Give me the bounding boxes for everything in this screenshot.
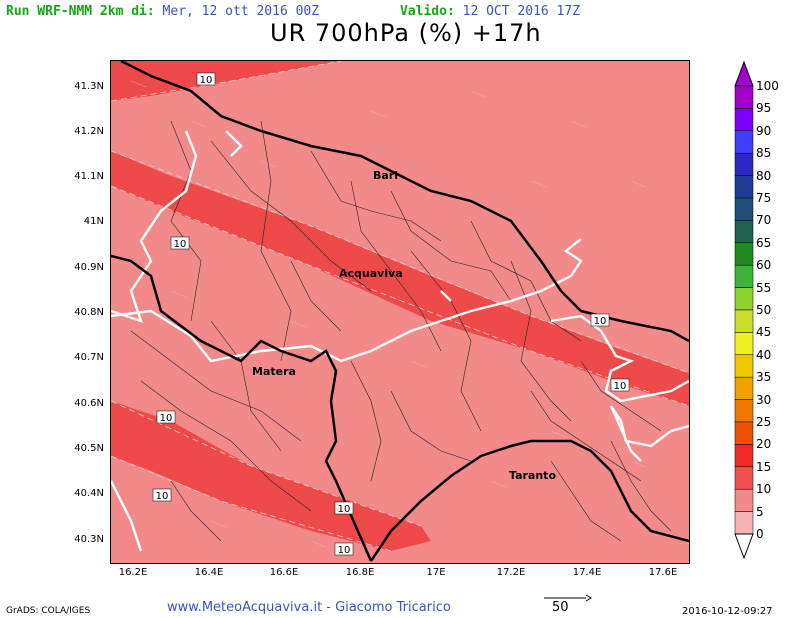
y-tick: 40.5N bbox=[74, 443, 104, 454]
run-date: Mer, 12 ott 2016 00Z bbox=[162, 4, 320, 19]
colorbar-level-label: 85 bbox=[756, 146, 772, 161]
colorbar-cell bbox=[734, 242, 754, 266]
colorbar-cell bbox=[734, 287, 754, 311]
colorbar-level-label: 90 bbox=[756, 123, 772, 138]
site-credit: www.MeteoAcquaviva.it - Giacomo Tricaric… bbox=[167, 600, 451, 615]
colorbar-cell bbox=[734, 488, 754, 512]
colorbar-level-label: 95 bbox=[756, 101, 772, 116]
colorbar-level-label: 10 bbox=[756, 482, 772, 497]
humidity-map: 10 10 10 10 10 10 10 10 Bari Acquaviva M… bbox=[111, 61, 689, 563]
colorbar-cell bbox=[734, 197, 754, 221]
contour-label: 10 bbox=[338, 545, 351, 556]
colorbar-cell bbox=[734, 108, 754, 132]
y-tick: 40.8N bbox=[74, 307, 104, 318]
x-tick: 16.8E bbox=[345, 567, 375, 578]
x-tick: 16.6E bbox=[269, 567, 299, 578]
map-panel: 10 10 10 10 10 10 10 10 Bari Acquaviva M… bbox=[110, 60, 690, 564]
vector-reference-arrow bbox=[544, 594, 592, 602]
contour-label: 10 bbox=[338, 504, 351, 515]
colorbar-cell bbox=[734, 466, 754, 490]
colorbar-cell bbox=[734, 421, 754, 445]
x-tick: 17.4E bbox=[572, 567, 602, 578]
contour-label: 10 bbox=[160, 413, 173, 424]
colorbar-top-arrow bbox=[734, 60, 754, 87]
colorbar-cell bbox=[734, 399, 754, 423]
colorbar-level-label: 50 bbox=[756, 303, 772, 317]
y-tick: 41N bbox=[83, 216, 104, 227]
contour-label: 10 bbox=[200, 75, 213, 86]
run-header: Run WRF-NMM 2km di: Mer, 12 ott 2016 00Z bbox=[6, 4, 319, 19]
colorbar-cell bbox=[734, 220, 754, 244]
city-label-taranto: Taranto bbox=[509, 469, 556, 482]
contour-label: 10 bbox=[156, 491, 169, 502]
colorbar-level-label: 15 bbox=[756, 459, 772, 474]
colorbar-level-label: 100 bbox=[756, 79, 779, 93]
y-tick: 40.7N bbox=[74, 352, 104, 363]
contour-label: 10 bbox=[174, 239, 187, 250]
colorbar-level-label: 40 bbox=[756, 347, 772, 362]
x-tick: 17.2E bbox=[496, 567, 526, 578]
colorbar-level-label: 5 bbox=[756, 504, 764, 519]
humidity-band-10-15-north bbox=[111, 61, 341, 101]
colorbar-level-label: 55 bbox=[756, 280, 772, 295]
city-label-matera: Matera bbox=[252, 365, 296, 378]
colorbar-cell bbox=[734, 152, 754, 176]
colorbar-level-label: 80 bbox=[756, 168, 772, 183]
valid-date: 12 OCT 2016 17Z bbox=[462, 4, 581, 19]
humidity-band-10-15-central bbox=[111, 151, 689, 406]
colorbar-bottom-arrow bbox=[734, 533, 754, 560]
colorbar-level-label: 45 bbox=[756, 325, 772, 340]
x-tick: 16.4E bbox=[194, 567, 224, 578]
valid-label: Valido: bbox=[400, 4, 455, 19]
colorbar-cell bbox=[734, 511, 754, 535]
colorbar-cell bbox=[734, 175, 754, 199]
grads-credit: GrADS: COLA/IGES bbox=[6, 606, 91, 616]
y-tick: 40.9N bbox=[74, 262, 104, 273]
contour-labels: 10 10 10 10 10 10 10 10 bbox=[152, 72, 630, 556]
colorbar-level-label: 65 bbox=[756, 235, 772, 250]
colorbar bbox=[734, 60, 754, 560]
contour-label: 10 bbox=[614, 381, 627, 392]
y-tick: 41.2N bbox=[74, 126, 104, 137]
colorbar-level-label: 25 bbox=[756, 415, 772, 429]
colorbar-level-label: 20 bbox=[756, 437, 772, 452]
y-tick: 41.3N bbox=[74, 81, 104, 92]
vector-reference-label: 50 bbox=[552, 600, 569, 615]
colorbar-cell bbox=[734, 85, 754, 109]
valid-header: Valido: 12 OCT 2016 17Z bbox=[400, 4, 580, 19]
colorbar-level-label: 35 bbox=[756, 370, 772, 385]
colorbar-level-label: 0 bbox=[756, 527, 764, 541]
colorbar-level-label: 60 bbox=[756, 258, 772, 273]
city-label-acquaviva: Acquaviva bbox=[339, 267, 403, 280]
colorbar-cell bbox=[734, 309, 754, 333]
colorbar-cell bbox=[734, 130, 754, 154]
colorbar-cell bbox=[734, 444, 754, 468]
run-label: Run WRF-NMM 2km di: bbox=[6, 4, 155, 19]
x-tick: 17.6E bbox=[648, 567, 678, 578]
y-tick: 40.3N bbox=[74, 534, 104, 545]
colorbar-cell bbox=[734, 354, 754, 378]
colorbar-cell bbox=[734, 264, 754, 288]
x-tick: 16.2E bbox=[118, 567, 148, 578]
contour-label: 10 bbox=[594, 316, 607, 327]
colorbar-level-label: 30 bbox=[756, 392, 772, 407]
y-tick: 40.6N bbox=[74, 398, 104, 409]
y-tick: 41.1N bbox=[74, 171, 104, 182]
city-label-bari: Bari bbox=[373, 169, 398, 182]
colorbar-level-label: 75 bbox=[756, 191, 772, 205]
colorbar-cell bbox=[734, 376, 754, 400]
colorbar-level-label: 70 bbox=[756, 213, 772, 228]
y-tick: 40.4N bbox=[74, 488, 104, 499]
x-tick: 17E bbox=[426, 567, 446, 578]
map-title: UR 700hPa (%) +17h bbox=[270, 19, 542, 47]
generation-datetime: 2016-10-12-09:27 bbox=[682, 606, 773, 617]
colorbar-cell bbox=[734, 332, 754, 356]
